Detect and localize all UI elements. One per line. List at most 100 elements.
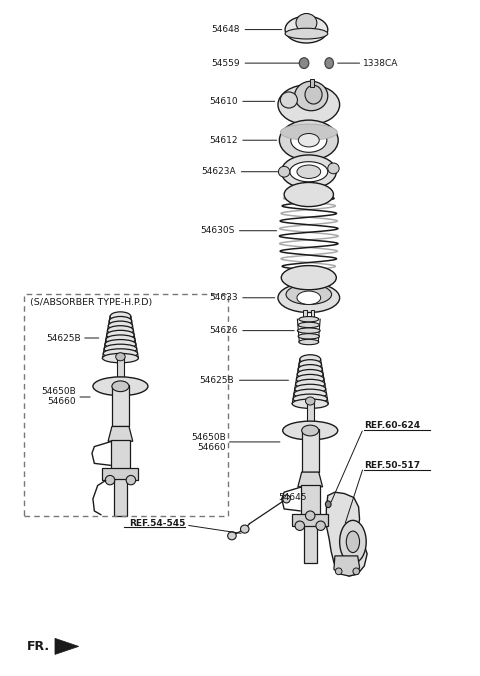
- Ellipse shape: [301, 425, 319, 436]
- Ellipse shape: [291, 128, 327, 152]
- Bar: [112, 385, 129, 427]
- Ellipse shape: [112, 381, 129, 391]
- Bar: [292, 514, 328, 526]
- Text: 54625B: 54625B: [200, 376, 234, 385]
- Polygon shape: [108, 427, 133, 441]
- Ellipse shape: [298, 322, 320, 328]
- Bar: [310, 78, 313, 87]
- Ellipse shape: [285, 28, 328, 39]
- Ellipse shape: [105, 339, 136, 349]
- Ellipse shape: [298, 328, 320, 333]
- Ellipse shape: [279, 120, 338, 160]
- Ellipse shape: [104, 344, 137, 354]
- Ellipse shape: [108, 326, 133, 335]
- Text: 54559: 54559: [211, 59, 240, 68]
- Text: 54660: 54660: [48, 397, 76, 406]
- Ellipse shape: [296, 14, 317, 32]
- Ellipse shape: [126, 475, 136, 485]
- Ellipse shape: [107, 331, 134, 340]
- Polygon shape: [298, 472, 323, 487]
- Text: 54625B: 54625B: [47, 333, 81, 343]
- Ellipse shape: [280, 92, 298, 108]
- Bar: [111, 440, 130, 470]
- Bar: [303, 524, 317, 562]
- Bar: [311, 310, 314, 318]
- Ellipse shape: [336, 568, 342, 575]
- Ellipse shape: [116, 353, 125, 361]
- Text: 54630S: 54630S: [200, 226, 234, 235]
- Ellipse shape: [278, 84, 340, 125]
- Ellipse shape: [108, 321, 132, 331]
- Ellipse shape: [316, 521, 325, 531]
- Ellipse shape: [305, 85, 322, 104]
- Polygon shape: [326, 492, 367, 576]
- Ellipse shape: [281, 155, 336, 189]
- Ellipse shape: [292, 399, 328, 408]
- Ellipse shape: [285, 16, 328, 43]
- Ellipse shape: [325, 57, 334, 68]
- Ellipse shape: [240, 525, 249, 533]
- Ellipse shape: [300, 355, 321, 364]
- Ellipse shape: [346, 531, 360, 552]
- Ellipse shape: [325, 501, 331, 508]
- Bar: [117, 358, 124, 381]
- Ellipse shape: [298, 334, 320, 339]
- Bar: [24, 295, 228, 516]
- Text: REF.50-517: REF.50-517: [364, 461, 420, 470]
- Text: REF.60-624: REF.60-624: [364, 420, 420, 430]
- Text: 54650B: 54650B: [191, 433, 226, 441]
- Bar: [307, 402, 313, 425]
- Text: 54633: 54633: [209, 293, 238, 302]
- Ellipse shape: [278, 166, 290, 177]
- Ellipse shape: [102, 354, 138, 363]
- Ellipse shape: [328, 163, 339, 174]
- Ellipse shape: [353, 568, 360, 575]
- Polygon shape: [55, 638, 79, 654]
- Ellipse shape: [300, 57, 309, 68]
- Ellipse shape: [105, 475, 115, 485]
- Ellipse shape: [299, 134, 319, 147]
- Text: 54650B: 54650B: [42, 387, 76, 396]
- Ellipse shape: [228, 532, 236, 540]
- Ellipse shape: [280, 124, 337, 140]
- Ellipse shape: [93, 377, 148, 395]
- Ellipse shape: [295, 81, 328, 111]
- Ellipse shape: [295, 521, 304, 531]
- Ellipse shape: [293, 394, 327, 404]
- Text: (S/ABSORBER TYPE-H.P.D): (S/ABSORBER TYPE-H.P.D): [30, 298, 153, 307]
- Text: 54645: 54645: [278, 493, 306, 502]
- Ellipse shape: [297, 165, 321, 178]
- Ellipse shape: [286, 285, 332, 304]
- Ellipse shape: [305, 397, 315, 405]
- Ellipse shape: [299, 316, 319, 322]
- Ellipse shape: [283, 421, 338, 440]
- Bar: [114, 479, 127, 516]
- Ellipse shape: [295, 384, 326, 393]
- Text: 54612: 54612: [209, 136, 238, 145]
- Ellipse shape: [297, 370, 323, 379]
- Ellipse shape: [103, 349, 138, 358]
- Ellipse shape: [296, 379, 325, 389]
- Ellipse shape: [284, 183, 334, 207]
- Text: 54610: 54610: [209, 97, 238, 106]
- Ellipse shape: [278, 283, 340, 312]
- Bar: [301, 485, 320, 516]
- Text: 54648: 54648: [212, 25, 240, 34]
- Ellipse shape: [297, 291, 321, 304]
- Text: FR.: FR.: [26, 640, 49, 653]
- Ellipse shape: [110, 312, 131, 321]
- Ellipse shape: [299, 339, 319, 345]
- Text: 54623A: 54623A: [202, 167, 236, 176]
- Text: 1338CA: 1338CA: [363, 59, 399, 68]
- Ellipse shape: [297, 375, 324, 384]
- Ellipse shape: [106, 335, 135, 344]
- Bar: [303, 310, 307, 318]
- Bar: [102, 468, 138, 480]
- Polygon shape: [334, 556, 360, 576]
- Ellipse shape: [305, 511, 315, 521]
- Ellipse shape: [299, 360, 322, 369]
- Ellipse shape: [109, 316, 132, 326]
- Ellipse shape: [283, 495, 290, 503]
- Ellipse shape: [290, 162, 328, 182]
- Ellipse shape: [294, 389, 326, 399]
